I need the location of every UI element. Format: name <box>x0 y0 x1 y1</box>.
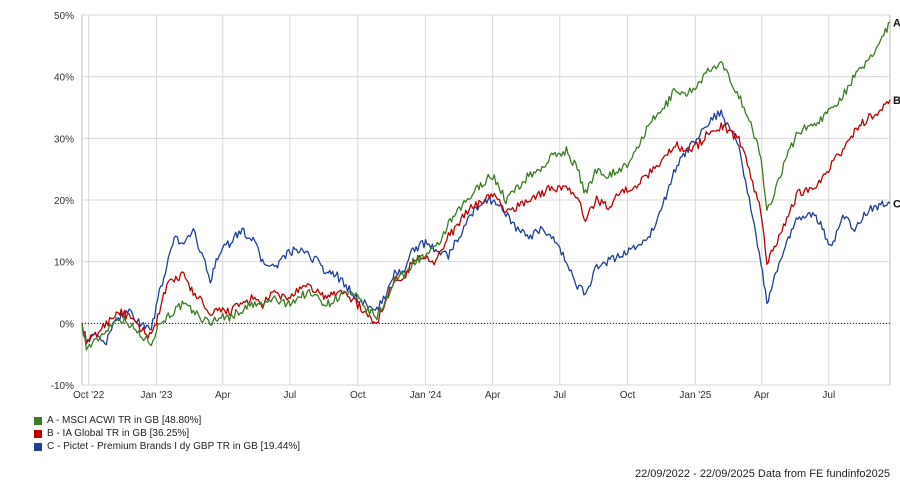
y-tick-label: -10% <box>51 381 74 392</box>
y-tick-label: 0% <box>60 319 75 330</box>
x-tick-label: Oct <box>350 390 366 401</box>
y-tick-label: 20% <box>54 196 74 207</box>
x-tick-label: Jan '24 <box>410 390 442 401</box>
series-lines <box>81 21 891 351</box>
footer-source: 22/09/2022 - 22/09/2025 Data from FE fun… <box>634 468 890 480</box>
x-tick-label: Jan '25 <box>679 390 711 401</box>
legend-item-b: B - IA Global TR in GB [36.25%] <box>34 427 300 440</box>
legend-swatch <box>34 429 42 438</box>
x-tick-label: Oct '22 <box>73 390 105 401</box>
legend: A - MSCI ACWI TR in GB [48.80%] B - IA Gl… <box>34 414 300 453</box>
x-tick-label: Jul <box>822 390 835 401</box>
x-tick-label: Apr <box>485 390 501 401</box>
x-tick-label: Jul <box>283 390 296 401</box>
x-tick-label: Apr <box>215 390 231 401</box>
y-tick-label: 30% <box>54 134 74 145</box>
legend-swatch <box>34 416 42 425</box>
legend-label: A - MSCI ACWI TR in GB [48.80%] <box>47 415 202 426</box>
x-tick-label: Apr <box>754 390 770 401</box>
y-tick-label: 50% <box>54 11 74 22</box>
x-tick-label: Jan '23 <box>140 390 172 401</box>
series-line-a <box>81 21 891 351</box>
series-line-c <box>81 109 891 346</box>
legend-label: B - IA Global TR in GB [36.25%] <box>47 428 190 439</box>
legend-item-a: A - MSCI ACWI TR in GB [48.80%] <box>34 414 300 427</box>
series-line-b <box>81 99 891 345</box>
legend-swatch <box>34 442 42 451</box>
y-tick-label: 10% <box>54 258 74 269</box>
x-tick-label: Oct <box>620 390 636 401</box>
series-end-label-c: C <box>893 198 900 210</box>
series-end-label-a: A <box>893 17 900 29</box>
series-end-label-b: B <box>893 95 900 107</box>
legend-item-c: C - Pictet - Premium Brands I dy GBP TR … <box>34 440 300 453</box>
legend-label: C - Pictet - Premium Brands I dy GBP TR … <box>47 441 301 452</box>
line-chart: 50% 40% 30% 20% 10% 0% -10%Oct '22 Jan '23 Apr Ju… <box>51 11 900 401</box>
y-tick-label: 40% <box>54 73 74 84</box>
x-tick-label: Jul <box>553 390 566 401</box>
axis-labels: 50% 40% 30% 20% 10% 0% -10%Oct '22 Jan '23 Apr Ju… <box>51 11 900 401</box>
